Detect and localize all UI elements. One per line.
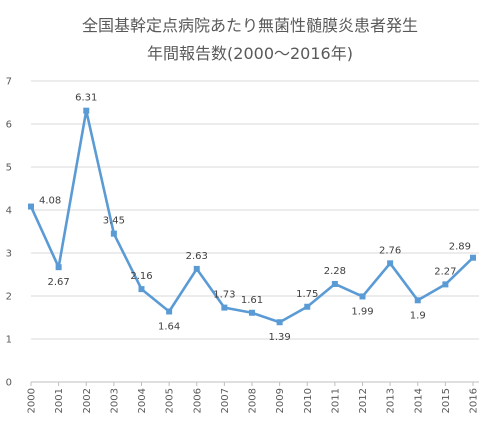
data-point — [470, 254, 476, 261]
x-tick-label: 2005 — [165, 388, 176, 413]
x-tick-label: 2011 — [330, 388, 341, 413]
data-point — [276, 319, 283, 326]
x-tick-label: 2016 — [469, 388, 480, 413]
data-point — [55, 264, 62, 271]
y-tick-label: 3 — [6, 249, 12, 260]
x-tick-label: 2002 — [82, 388, 93, 413]
data-label: 3.45 — [103, 216, 125, 227]
y-tick-label: 6 — [6, 120, 12, 131]
y-tick-label: 0 — [6, 378, 12, 389]
x-tick-label: 2003 — [109, 388, 120, 413]
data-point — [249, 309, 255, 316]
data-point — [193, 265, 200, 272]
x-tick-label: 2010 — [303, 388, 314, 413]
y-tick-label: 1 — [6, 335, 12, 346]
data-label: 2.27 — [434, 266, 456, 277]
x-tick-label: 2013 — [386, 388, 397, 413]
data-label: 2.89 — [449, 242, 471, 253]
data-point — [387, 260, 394, 267]
series-line — [29, 109, 474, 324]
data-point — [331, 280, 338, 287]
data-point — [138, 286, 145, 293]
data-label: 2.28 — [324, 266, 346, 277]
data-label: 2.63 — [186, 251, 208, 262]
data-point — [414, 297, 421, 304]
x-tick-label: 2014 — [413, 388, 424, 413]
data-label: 2.67 — [47, 277, 69, 288]
chart-title: 全国基幹定点病院あたり無菌性髄膜炎患者発生 — [81, 16, 418, 35]
data-label: 4.08 — [39, 196, 61, 207]
data-point — [359, 293, 366, 300]
data-label: 1.64 — [158, 321, 180, 332]
data-point — [304, 303, 311, 310]
data-label: 1.99 — [351, 306, 373, 317]
data-point — [28, 203, 34, 210]
y-tick-label: 7 — [6, 77, 12, 88]
y-tick-label: 2 — [6, 292, 12, 303]
x-tick-label: 2001 — [54, 388, 65, 413]
data-point — [166, 308, 173, 315]
data-label: 1.39 — [268, 332, 290, 343]
data-point — [110, 230, 117, 237]
y-tick-label: 5 — [6, 163, 12, 174]
data-label: 1.9 — [410, 310, 426, 321]
data-point — [83, 107, 90, 114]
data-label: 2.76 — [379, 245, 401, 256]
chart-subtitle: 年間報告数(2000～2016年) — [147, 44, 353, 63]
x-tick-label: 2009 — [275, 388, 286, 413]
data-label: 1.75 — [296, 289, 318, 300]
data-label: 1.73 — [213, 290, 235, 301]
x-tick-label: 2015 — [441, 388, 452, 413]
x-tick-label: 2012 — [358, 388, 369, 413]
data-point — [221, 304, 228, 311]
data-label: 1.61 — [241, 295, 263, 306]
x-tick-label: 2006 — [192, 388, 203, 413]
x-tick-label: 2007 — [220, 388, 231, 413]
data-label: 6.31 — [75, 93, 97, 104]
y-tick-label: 4 — [6, 206, 12, 217]
data-label: 2.16 — [130, 271, 152, 282]
data-point — [442, 281, 449, 288]
x-tick-label: 2004 — [137, 388, 148, 413]
x-tick-label: 2008 — [248, 388, 259, 413]
x-tick-label: 2000 — [27, 388, 38, 413]
